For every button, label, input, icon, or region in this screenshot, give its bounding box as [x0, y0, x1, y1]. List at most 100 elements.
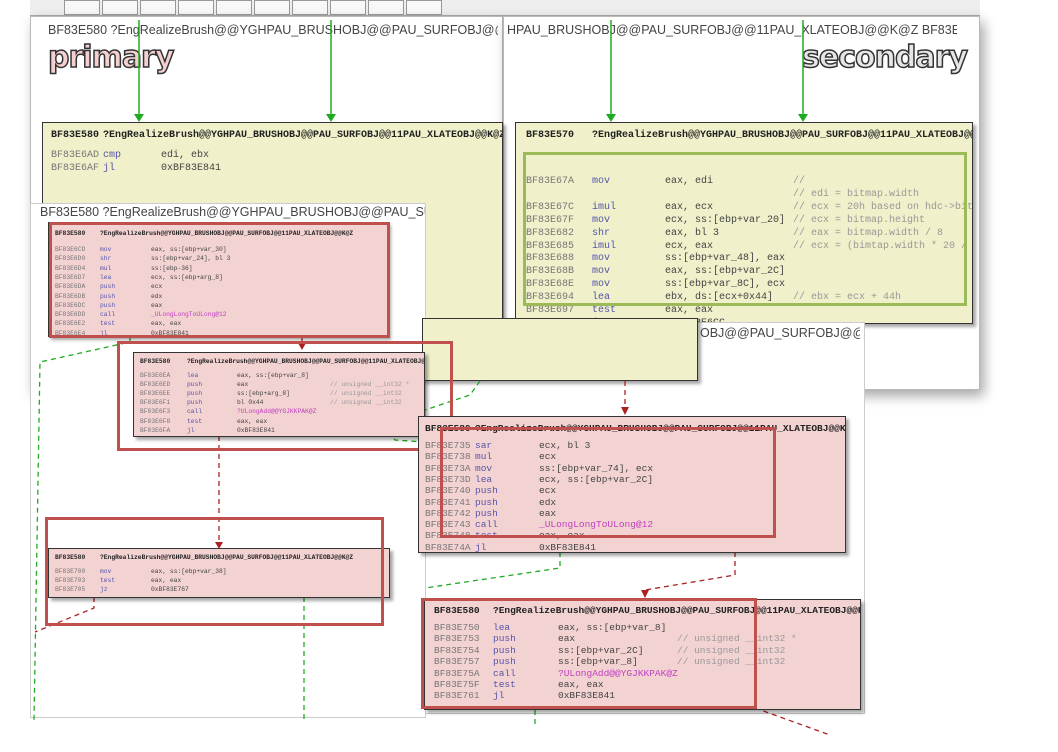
address: BF83E703 [55, 577, 86, 584]
operands: ?ULongAdd@@YGJKKPAK@Z [237, 408, 317, 416]
toolbar-button[interactable] [178, 0, 214, 15]
operands: eax, ecx [665, 201, 714, 213]
node-c[interactable]: BF83E580 ?EngRealizeBrush@@YGHPAU_BRUSHOB… [48, 548, 390, 598]
mnemonic: imul [592, 201, 617, 213]
mnemonic: mov [592, 253, 611, 265]
toolbar-button[interactable] [368, 0, 404, 15]
address: BF83E6DD [55, 311, 86, 319]
mnemonic: push [475, 496, 498, 508]
arrow-b [298, 343, 306, 350]
address: BF83E74A [425, 541, 471, 553]
edge-green-3 [606, 20, 616, 122]
mnemonic: cmp [103, 150, 122, 161]
address: BF83E68B [526, 266, 575, 278]
mnemonic: jl [493, 690, 505, 702]
toolbar-button[interactable] [140, 0, 176, 15]
address: BF83E6DA [55, 283, 86, 291]
overlay-left-header: BF83E580 ?EngRealizeBrush@@YGHPAU_BRUSHO… [40, 205, 425, 219]
address: BF83E682 [526, 227, 575, 239]
address: BF83E6E4 [55, 329, 86, 337]
address: BF83E67C [526, 201, 575, 213]
function-name: ?EngRealizeBrush@@YGHPAU_BRUSHOBJ@@PAU_S… [100, 230, 354, 237]
function-name: ?EngRealizeBrush@@YGHPAU_BRUSHOBJ@@PAU_S… [187, 358, 425, 365]
operands: ?ULongAdd@@YGJKKPAK@Z [558, 667, 678, 679]
edge-green-yellow [424, 380, 481, 411]
toolbar-button[interactable] [406, 0, 442, 15]
operands: edi, ebx [161, 150, 210, 161]
mnemonic: call [475, 519, 498, 531]
address: BF83E6FA [140, 426, 171, 434]
operands: ecx, eax [665, 240, 714, 252]
toolbar-button[interactable] [254, 0, 290, 15]
operands: eax [558, 633, 576, 645]
address: BF83E754 [434, 644, 480, 656]
mnemonic: jl [475, 541, 487, 553]
address: BF83E6F8 [140, 417, 171, 425]
operands: ecx [151, 283, 163, 291]
operands: ecx, bl 3 [539, 440, 591, 451]
mnemonic: call [187, 408, 203, 416]
address: BF83E6F3 [140, 408, 171, 416]
edge-green-1 [134, 20, 144, 122]
edge-green-2 [326, 20, 336, 122]
comment: // unsigned __int32 * [677, 633, 797, 645]
mnemonic: sar [475, 440, 493, 451]
highlight-c [45, 517, 384, 626]
comment: // ecx = 20h based on hdc->bitmap [793, 201, 973, 213]
address: BF83E6DC [55, 301, 86, 309]
edge-green-4 [798, 20, 808, 122]
address: BF83E68E [526, 279, 575, 291]
highlight-e [421, 598, 757, 709]
edge-green-a-out [33, 337, 131, 721]
operands: ecx [539, 451, 557, 463]
toolbar-button[interactable] [216, 0, 252, 15]
operands: ss:[ebp+var_48], eax [665, 253, 786, 265]
operands: eax, ss:[ebp+var_2C] [665, 266, 786, 278]
toolbar-button[interactable] [292, 0, 328, 15]
mnemonic: jl [100, 329, 108, 337]
toolbar-button[interactable] [330, 0, 366, 15]
node-a[interactable]: BF83E580 ?EngRealizeBrush@@YGHPAU_BRUSHOB… [48, 222, 388, 337]
comment: // ecx = (bimtap.width * 20 / 8) [793, 240, 973, 252]
mnemonic: push [475, 485, 498, 497]
overlay-yellow-node[interactable] [422, 318, 698, 381]
mnemonic: test [100, 320, 116, 328]
mnemonic: push [475, 507, 498, 519]
operands: 0xBF83E841 [539, 541, 597, 553]
address: BF83E753 [434, 633, 480, 645]
address: BF83E67A [526, 176, 575, 187]
secondary-label: secondary [801, 40, 969, 75]
address: BF83E75A [434, 667, 480, 679]
comment: // [793, 176, 806, 187]
operands: _ULongLongToULong@12 [539, 519, 654, 531]
toolbar-button[interactable] [102, 0, 138, 15]
operands: eax, bl 3 [665, 227, 720, 239]
operands: eax, ss:[ebp+var_38] [151, 568, 227, 575]
toolbar-button[interactable] [64, 0, 100, 15]
mnemonic: mov [592, 176, 611, 187]
mnemonic: lea [592, 292, 611, 304]
address: BF83E685 [526, 240, 575, 252]
edge-red-d-e [644, 552, 736, 597]
node-address: BF83E580 [55, 230, 86, 237]
address: BF83E742 [425, 507, 471, 519]
operands: eax, eax [151, 577, 182, 584]
operands: ebx, ds:[ecx+0x44] [665, 292, 774, 304]
mnemonic: mov [100, 568, 112, 575]
address: BF83E6D4 [55, 264, 86, 272]
mnemonic: mov [100, 246, 112, 253]
address: BF83E6D0 [55, 255, 86, 263]
operands: 0xBF83E841 [237, 426, 275, 434]
node-b[interactable]: BF83E580 ?EngRealizeBrush@@YGHPAU_BRUSHOB… [133, 352, 425, 437]
operands: edx [539, 496, 557, 508]
address: BF83E697 [526, 305, 575, 316]
mnemonic: jz [100, 586, 108, 593]
address: BF83E6DB [55, 292, 86, 300]
comment: // edi = bitmap.width [793, 188, 920, 200]
node-e[interactable]: BF83E580 ?EngRealizeBrush@@YGHPAU_BRUSHOB… [424, 599, 861, 710]
mnemonic: push [100, 283, 116, 291]
mnemonic: mov [475, 462, 493, 474]
mnemonic: mul [475, 451, 493, 463]
address: BF83E705 [55, 586, 86, 593]
operands: ecx, ss:[ebp+arg_8] [151, 273, 223, 281]
